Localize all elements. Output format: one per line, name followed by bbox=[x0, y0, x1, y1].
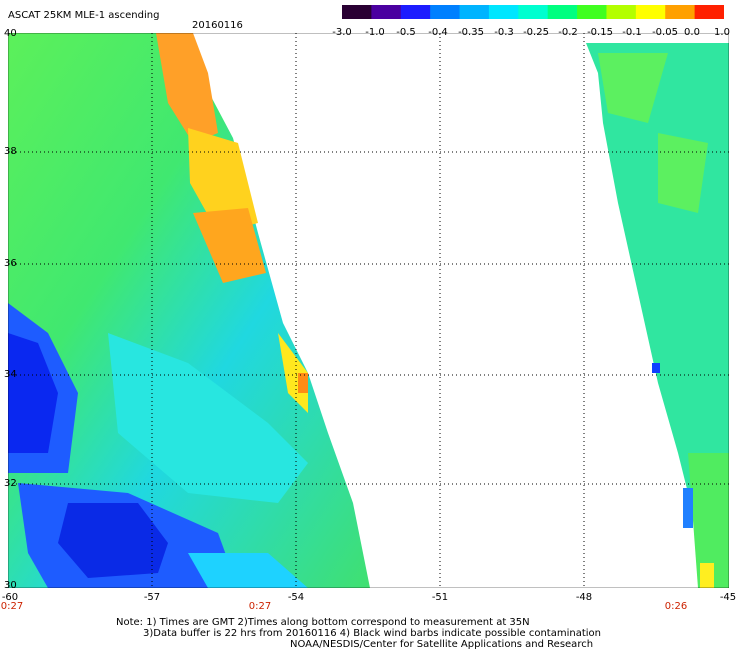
swath-low-patch bbox=[58, 503, 168, 578]
color-scale-swatch bbox=[488, 5, 519, 19]
scale-label: -0.5 bbox=[396, 27, 416, 38]
color-scale-swatch bbox=[430, 5, 461, 19]
scale-label: -3.0 bbox=[332, 27, 352, 38]
scale-label: 1.0 bbox=[714, 27, 730, 38]
swath-high-patch bbox=[298, 373, 308, 393]
color-scale-swatch bbox=[577, 5, 607, 19]
lat-label: 40 bbox=[4, 28, 17, 39]
color-scale-swatch bbox=[606, 5, 637, 19]
wind-map bbox=[8, 33, 729, 588]
scale-label: -0.2 bbox=[558, 27, 578, 38]
lat-label: 36 bbox=[4, 258, 17, 269]
swath-right-patch bbox=[658, 133, 708, 213]
color-scale-swatch bbox=[371, 5, 402, 19]
swath-right-patch bbox=[652, 363, 660, 373]
color-scale-swatch bbox=[635, 5, 666, 19]
color-scale-swatch bbox=[342, 5, 372, 19]
color-scale-swatch bbox=[547, 5, 578, 19]
scale-label: -0.05 bbox=[652, 27, 678, 38]
color-scale-bar bbox=[342, 5, 724, 19]
grid-lines bbox=[8, 33, 729, 588]
swath-high-patch bbox=[193, 208, 266, 283]
lon-label: -51 bbox=[431, 592, 449, 603]
color-scale-swatch bbox=[459, 5, 490, 19]
swath-right-patch bbox=[683, 488, 693, 528]
swath-high-patch bbox=[156, 33, 218, 143]
color-scale-swatch bbox=[665, 5, 696, 19]
scale-label: 0.0 bbox=[684, 27, 700, 38]
swath-low-patch bbox=[108, 333, 308, 503]
time-label: 0:27 bbox=[248, 601, 272, 612]
swath-low-patch bbox=[188, 553, 308, 588]
map-date: 20160116 bbox=[192, 20, 243, 31]
scale-label: -0.4 bbox=[428, 27, 448, 38]
color-scale-labels: -3.0 -1.0 -0.5 -0.4 -0.35 -0.3 -0.25 -0.… bbox=[330, 27, 740, 39]
map-title: ASCAT 25KM MLE-1 ascending bbox=[8, 10, 160, 21]
lat-label: 38 bbox=[4, 146, 17, 157]
swath-right-patch bbox=[688, 453, 729, 588]
lat-label: 30 bbox=[4, 580, 17, 591]
note-line-1: Note: 1) Times are GMT 2)Times along bot… bbox=[116, 617, 530, 628]
swath-high-patch bbox=[188, 128, 258, 233]
lon-label: -57 bbox=[143, 592, 161, 603]
color-scale-swatch bbox=[400, 5, 431, 19]
swath-low-patch bbox=[8, 333, 58, 453]
swath-right-patch bbox=[700, 563, 714, 588]
scale-label: -0.35 bbox=[458, 27, 484, 38]
scale-label: -0.1 bbox=[622, 27, 642, 38]
color-scale-swatch bbox=[518, 5, 549, 19]
note-line-2: 3)Data buffer is 22 hrs from 20160116 4)… bbox=[143, 628, 601, 639]
time-label: 0:27 bbox=[0, 601, 24, 612]
scale-label: -1.0 bbox=[365, 27, 385, 38]
lon-label: -45 bbox=[719, 592, 737, 603]
scale-label: -0.3 bbox=[494, 27, 514, 38]
scale-label: -0.15 bbox=[587, 27, 613, 38]
lat-label: 34 bbox=[4, 369, 17, 380]
lat-label: 32 bbox=[4, 478, 17, 489]
lon-label: -48 bbox=[575, 592, 593, 603]
lon-label: -60 bbox=[1, 592, 19, 603]
color-scale-swatch bbox=[694, 5, 724, 19]
time-label: 0:26 bbox=[664, 601, 688, 612]
swath-right-patch bbox=[598, 53, 668, 123]
lon-label: -54 bbox=[287, 592, 305, 603]
note-line-3: NOAA/NESDIS/Center for Satellite Applica… bbox=[290, 639, 594, 650]
scale-label: -0.25 bbox=[523, 27, 549, 38]
